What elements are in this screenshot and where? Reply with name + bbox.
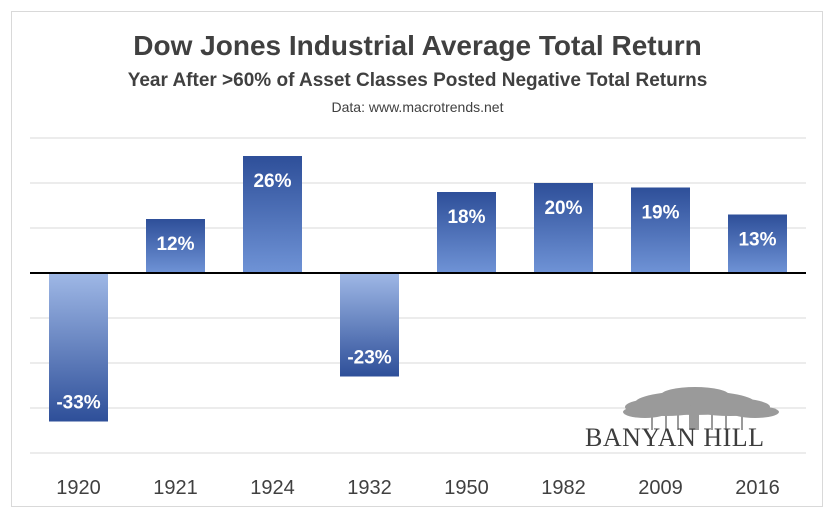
logo-text: BANYAN HILL [585, 423, 765, 452]
x-tick-1920: 1920 [56, 477, 101, 499]
bars [49, 156, 787, 422]
x-tick-labels: 1920 1921 1924 1932 1950 1982 2009 2016 [56, 477, 780, 499]
data-label-1921: 12% [156, 234, 194, 255]
x-tick-1921: 1921 [153, 477, 198, 499]
chart-subtitle: Year After >60% of Asset Classes Posted … [127, 70, 708, 91]
bar-1932 [340, 273, 399, 377]
x-tick-2009: 2009 [638, 477, 683, 499]
bar-2009 [631, 187, 690, 273]
data-label-1950: 18% [447, 207, 485, 228]
data-label-1932: -23% [347, 348, 391, 369]
data-label-1924: 26% [253, 171, 291, 192]
data-labels: -33% 12% 26% -23% 18% 20% 19% 13% [56, 171, 776, 414]
x-tick-1982: 1982 [541, 477, 586, 499]
chart-source: Data: www.macrotrends.net [331, 99, 504, 115]
data-label-2016: 13% [738, 230, 776, 251]
data-label-2009: 19% [641, 203, 679, 224]
x-tick-1932: 1932 [347, 477, 392, 499]
x-tick-2016: 2016 [735, 477, 780, 499]
bar-1924 [243, 156, 302, 273]
banyan-hill-logo: BANYAN HILL [585, 385, 800, 452]
bar-2016 [728, 214, 787, 273]
bar-1982 [534, 183, 593, 273]
data-label-1982: 20% [544, 198, 582, 219]
data-label-1920: -33% [56, 393, 100, 414]
x-tick-1950: 1950 [444, 477, 489, 499]
bar-1920 [49, 273, 108, 422]
banyan-tree-icon [623, 387, 779, 430]
bar-1921 [146, 219, 205, 273]
bar-1950 [437, 192, 496, 273]
x-tick-1924: 1924 [250, 477, 295, 499]
chart-title: Dow Jones Industrial Average Total Retur… [133, 30, 702, 61]
